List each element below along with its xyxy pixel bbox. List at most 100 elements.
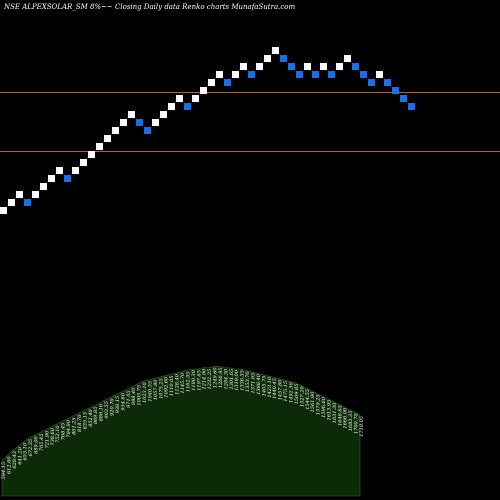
renko-brick-down (328, 71, 335, 78)
renko-brick-down (400, 95, 407, 102)
volume-label: 1197.65 (196, 370, 202, 391)
volume-label: 1092.60 (164, 376, 170, 397)
volume-label: 641.20 (17, 446, 23, 464)
renko-bricks (0, 47, 415, 214)
volume-label: 1057.80 (153, 379, 159, 400)
volume-label: 1023.10 (142, 381, 148, 402)
volume-label: 1423.10 (267, 376, 273, 397)
volume-label: 1405.75 (261, 376, 267, 397)
volume-label: 612.60 (6, 456, 12, 474)
volume-label: 1388.40 (256, 373, 262, 394)
renko-brick-up (240, 63, 247, 70)
volume-label: 1579.25 (316, 394, 322, 415)
volume-label: 752.10 (55, 425, 61, 443)
renko-brick-up (344, 55, 351, 62)
volume-label: 1319.00 (234, 369, 240, 390)
volume-label: 903.55 (104, 401, 110, 419)
volume-profile (1, 366, 361, 497)
renko-brick-up (336, 63, 343, 70)
renko-brick-up (112, 127, 119, 134)
volume-label: 1180.30 (191, 369, 197, 390)
renko-brick-down (288, 63, 295, 70)
volume-label: 594.15 (1, 462, 7, 480)
volume-label: 705.45 (39, 434, 45, 452)
volume-label: 1371.05 (251, 373, 257, 394)
renko-brick-up (232, 71, 239, 78)
volume-label: 1336.35 (240, 370, 246, 391)
renko-brick-up (320, 63, 327, 70)
volume-label: 988.40 (131, 387, 137, 405)
volume-label: 1214.90 (202, 368, 208, 389)
volume-area (1, 366, 361, 497)
volume-labels: 594.15 612.60 628.43 641.20 655.10 672.35 689.… (1, 367, 365, 480)
volume-label: 1005.75 (137, 385, 143, 406)
volume-label: 1457.80 (278, 379, 284, 400)
volume-label: 1075.25 (158, 378, 164, 399)
volume-label: 1232.25 (207, 369, 213, 390)
renko-brick-up (192, 95, 199, 102)
renko-brick-up (256, 63, 263, 70)
volume-label: 801.25 (72, 417, 78, 435)
volume-label: 818.70 (77, 414, 83, 432)
volume-label: 971.05 (126, 390, 132, 408)
renko-brick-up (376, 71, 383, 78)
volume-label: 1249.60 (213, 367, 219, 388)
renko-brick-up (152, 119, 159, 126)
renko-brick-down (408, 103, 415, 110)
renko-brick-down (64, 175, 71, 182)
renko-brick-down (144, 127, 151, 134)
renko-brick-down (368, 79, 375, 86)
volume-label: 1631.30 (332, 402, 338, 423)
volume-label: 954.60 (120, 392, 126, 410)
renko-brick-up (168, 103, 175, 110)
volume-label: 1648.65 (337, 405, 343, 426)
renko-brick-up (80, 159, 87, 166)
volume-label: 1284.30 (223, 368, 229, 389)
volume-label: 1527.20 (299, 385, 305, 406)
renko-brick-up (208, 79, 215, 86)
renko-brick-up (48, 175, 55, 182)
volume-label: 1301.65 (229, 369, 235, 390)
renko-brick-up (104, 135, 111, 142)
renko-brick-up (200, 87, 207, 94)
volume-label: 1353.70 (245, 371, 251, 392)
renko-brick-down (184, 103, 191, 110)
renko-brick-up (120, 119, 127, 126)
renko-brick-down (248, 71, 255, 78)
volume-label: 721.90 (44, 430, 50, 448)
renko-brick-up (176, 95, 183, 102)
renko-brick-up (88, 151, 95, 158)
renko-brick-up (304, 63, 311, 70)
renko-brick-down (352, 63, 359, 70)
volume-label: 886.10 (99, 403, 105, 421)
volume-label: 920.70 (110, 398, 116, 416)
chart-title: NSE ALPEXSOLAR_SM 8%~~ Closing Daily dat… (3, 3, 295, 11)
volume-label: 938.15 (115, 396, 121, 414)
renko-brick-down (24, 199, 31, 206)
volume-label: 1718.05 (359, 416, 365, 437)
volume-label: 835.15 (82, 412, 88, 430)
volume-label: 628.43 (12, 451, 18, 469)
renko-brick-up (0, 207, 7, 214)
renko-brick-up (40, 183, 47, 190)
volume-label: 1561.90 (310, 391, 316, 412)
renko-brick-up (128, 111, 135, 118)
volume-label: 738.60 (50, 427, 56, 445)
volume-label: 689.00 (34, 435, 40, 453)
renko-brick-up (264, 55, 271, 62)
renko-brick-up (96, 143, 103, 150)
renko-brick-down (296, 71, 303, 78)
renko-brick-up (56, 167, 63, 174)
volume-label: 869.85 (93, 407, 99, 425)
renko-brick-down (136, 119, 143, 126)
volume-label: 1110.05 (169, 376, 175, 397)
renko-brick-up (216, 71, 223, 78)
volume-label: 1666.00 (343, 407, 349, 428)
volume-label: 768.45 (61, 423, 67, 441)
renko-brick-up (72, 167, 79, 174)
volume-label: 1509.85 (294, 384, 300, 405)
volume-label: 1596.60 (321, 396, 327, 417)
renko-brick-down (360, 71, 367, 78)
